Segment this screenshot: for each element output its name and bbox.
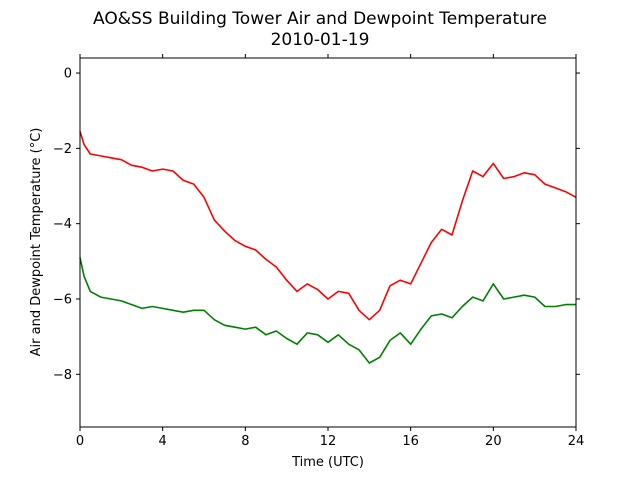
x-tick-label: 4 [159, 434, 167, 449]
series-line-0 [79, 131, 577, 321]
x-axis-label: Time (UTC) [291, 455, 364, 470]
x-tick-label: 24 [568, 434, 585, 449]
chart-title: AO&SS Building Tower Air and Dewpoint Te… [93, 9, 547, 29]
y-tick-label: 0 [64, 67, 72, 82]
plot-lines [79, 131, 577, 364]
x-tick-label: 8 [241, 434, 249, 449]
x-axis: 0 4 8 12 16 20 24 [76, 54, 584, 449]
y-tick-label: −8 [53, 368, 72, 383]
y-tick-label: −4 [53, 217, 72, 232]
x-tick-label: 0 [76, 434, 84, 449]
y-axis-label: Air and Dewpoint Temperature (°C) [29, 128, 44, 357]
y-axis: 0 −2 −4 −6 −8 [53, 67, 580, 383]
x-tick-label: 16 [402, 434, 419, 449]
x-tick-label: 12 [320, 434, 337, 449]
series-line-1 [79, 257, 576, 364]
chart-subtitle: 2010-01-19 [271, 30, 370, 50]
plot-frame [79, 57, 577, 428]
y-tick-label: −6 [53, 292, 72, 307]
y-tick-label: −2 [53, 142, 72, 157]
x-tick-label: 20 [485, 434, 502, 449]
